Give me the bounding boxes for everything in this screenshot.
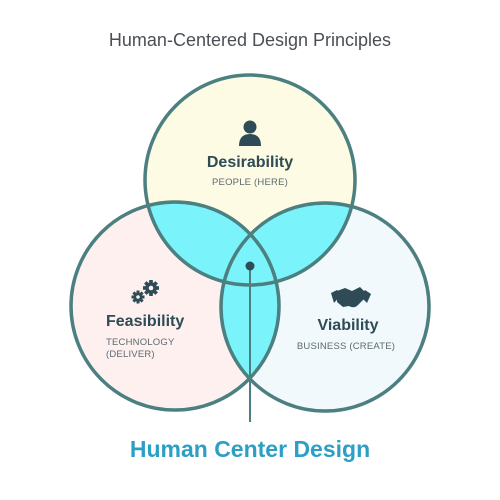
feasibility-title: Feasibility (106, 313, 184, 330)
overlap-desirability-viability (221, 203, 355, 285)
diagram-title: Human-Centered Design Principles (109, 30, 391, 50)
overlap-desirability-feasibility (145, 202, 279, 285)
handshake-icon (331, 287, 371, 308)
center-dot (245, 261, 255, 271)
feasibility-circle-outline (69, 200, 281, 412)
viability-circle-outline (219, 201, 431, 413)
person-icon (239, 120, 261, 146)
gears-icon (131, 280, 159, 304)
desirability-subtitle: PEOPLE (HERE) (212, 177, 288, 188)
footer-label: Human Center Design (130, 436, 370, 462)
feasibility-subtitle-line1: TECHNOLOGY (106, 337, 175, 348)
desirability-title: Desirability (207, 154, 293, 171)
viability-title: Viability (317, 317, 378, 334)
circle-outlines (69, 73, 431, 413)
viability-subtitle: BUSINESS (CREATE) (297, 341, 395, 352)
feasibility-subtitle-line2: (DELIVER) (106, 349, 155, 360)
